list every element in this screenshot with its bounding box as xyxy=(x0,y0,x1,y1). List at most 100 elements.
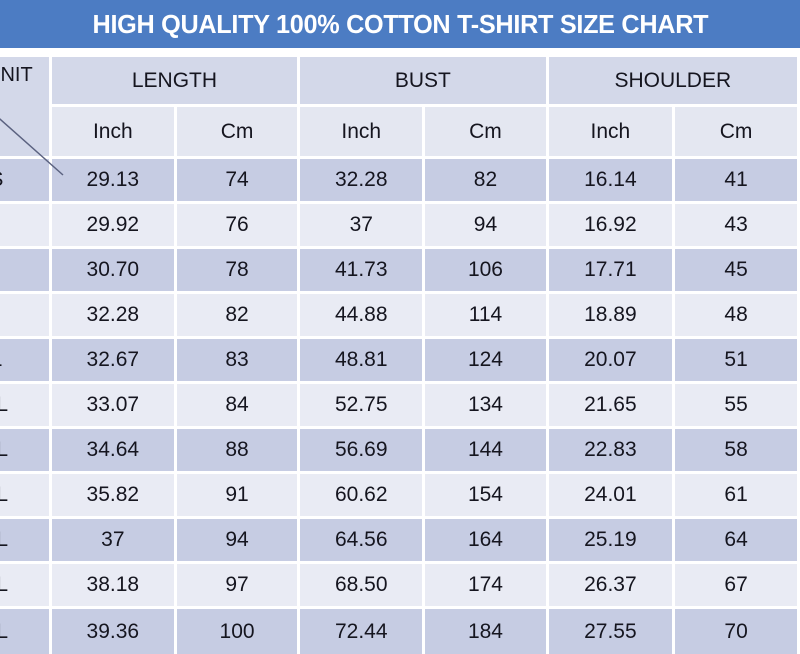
shoulder-cm-cell: 48 xyxy=(675,294,800,339)
table-row-7xl: 7XL 39.36 100 72.44 184 27.55 70 xyxy=(0,609,800,654)
bust-inch-cell: 56.69 xyxy=(300,429,426,474)
shoulder-inch-cell: 17.71 xyxy=(548,249,676,294)
group-header-row: UNIT LENGTH BUST SHOULDER xyxy=(0,57,800,159)
length-cm-cell: 94 xyxy=(176,519,301,564)
size-cell: M xyxy=(0,249,52,294)
unit-label: UNIT xyxy=(0,64,33,86)
length-cm-cell: 78 xyxy=(176,249,301,294)
bust-inch-cell: 64.56 xyxy=(300,519,426,564)
shoulder-inch-cell: 27.55 xyxy=(548,609,676,654)
length-inch-cell: 30.70 xyxy=(51,249,177,294)
bust-inch-cell: 48.81 xyxy=(300,339,426,384)
length-inch-cell: 29.13 xyxy=(51,159,177,204)
size-cell: 2XL xyxy=(0,384,52,429)
bust-inch-cell: 37 xyxy=(300,204,426,249)
size-cell: 3XL xyxy=(0,429,52,474)
length-cm-cell: 88 xyxy=(176,429,301,474)
shoulder-inch-cell: 21.65 xyxy=(548,384,676,429)
page-title: HIGH QUALITY 100% COTTON T-SHIRT SIZE CH… xyxy=(92,8,708,39)
size-cell: 6XL xyxy=(0,564,52,609)
unit-header-row: Inch Cm Inch Cm Inch Cm xyxy=(0,107,800,159)
shoulder-cm-cell: 45 xyxy=(675,249,800,294)
bust-inch-cell: 41.73 xyxy=(300,249,426,294)
length-cm-cell: 82 xyxy=(176,294,301,339)
bust-cm-cell: 106 xyxy=(425,249,549,294)
bust-inch-cell: 68.50 xyxy=(300,564,426,609)
bust-cm-cell: 114 xyxy=(425,294,549,339)
length-cm-cell: 83 xyxy=(176,339,301,384)
subheader-bust-cm: Cm xyxy=(425,107,549,159)
shoulder-cm-cell: 43 xyxy=(675,204,800,249)
length-inch-cell: 29.92 xyxy=(51,204,177,249)
shoulder-inch-cell: 25.19 xyxy=(548,519,676,564)
bust-inch-cell: 60.62 xyxy=(300,474,426,519)
table-row-5xl: 5XL 37 94 64.56 164 25.19 64 xyxy=(0,519,800,564)
subheader-bust-inch: Inch xyxy=(300,107,426,159)
subheader-length-inch: Inch xyxy=(51,107,177,159)
shoulder-cm-cell: 51 xyxy=(675,339,800,384)
table-row-xl: XL 32.67 83 48.81 124 20.07 51 xyxy=(0,339,800,384)
bust-cm-cell: 124 xyxy=(425,339,549,384)
shoulder-inch-cell: 26.37 xyxy=(548,564,676,609)
length-cm-cell: 91 xyxy=(176,474,301,519)
bust-cm-cell: 154 xyxy=(425,474,549,519)
bust-cm-cell: 134 xyxy=(425,384,549,429)
length-cm-cell: 100 xyxy=(176,609,301,654)
bust-inch-cell: 72.44 xyxy=(300,609,426,654)
length-inch-cell: 32.67 xyxy=(51,339,177,384)
title-banner: HIGH QUALITY 100% COTTON T-SHIRT SIZE CH… xyxy=(0,0,800,48)
length-cm-cell: 76 xyxy=(176,204,301,249)
size-cell: S xyxy=(0,204,52,249)
table-row-6xl: 6XL 38.18 97 68.50 174 26.37 67 xyxy=(0,564,800,609)
bust-inch-cell: 52.75 xyxy=(300,384,426,429)
size-chart-table: UNIT LENGTH BUST SHOULDER Inch Cm Inch C… xyxy=(0,57,800,654)
bust-inch-cell: 32.28 xyxy=(300,159,426,204)
size-cell: L xyxy=(0,294,52,339)
length-inch-cell: 37 xyxy=(51,519,177,564)
bust-inch-cell: 44.88 xyxy=(300,294,426,339)
bust-cm-cell: 164 xyxy=(425,519,549,564)
shoulder-cm-cell: 70 xyxy=(675,609,800,654)
group-header-shoulder: SHOULDER xyxy=(548,57,800,107)
size-cell: 7XL xyxy=(0,609,52,654)
subheader-length-cm: Cm xyxy=(176,107,301,159)
corner-cell: UNIT xyxy=(0,57,52,159)
size-cell: XL xyxy=(0,339,52,384)
bust-cm-cell: 94 xyxy=(425,204,549,249)
shoulder-cm-cell: 67 xyxy=(675,564,800,609)
length-cm-cell: 74 xyxy=(176,159,301,204)
length-cm-cell: 84 xyxy=(176,384,301,429)
table-row-m: M 30.70 78 41.73 106 17.71 45 xyxy=(0,249,800,294)
bust-cm-cell: 82 xyxy=(425,159,549,204)
group-header-bust: BUST xyxy=(300,57,549,107)
length-inch-cell: 39.36 xyxy=(51,609,177,654)
length-inch-cell: 35.82 xyxy=(51,474,177,519)
table-row-s: S 29.92 76 37 94 16.92 43 xyxy=(0,204,800,249)
shoulder-inch-cell: 22.83 xyxy=(548,429,676,474)
shoulder-inch-cell: 18.89 xyxy=(548,294,676,339)
size-chart-table-container: UNIT LENGTH BUST SHOULDER Inch Cm Inch C… xyxy=(0,57,800,654)
length-cm-cell: 97 xyxy=(176,564,301,609)
table-row-4xl: 4XL 35.82 91 60.62 154 24.01 61 xyxy=(0,474,800,519)
subheader-shoulder-inch: Inch xyxy=(548,107,676,159)
size-cell: XS xyxy=(0,159,52,204)
length-inch-cell: 34.64 xyxy=(51,429,177,474)
table-row-2xl: 2XL 33.07 84 52.75 134 21.65 55 xyxy=(0,384,800,429)
subheader-shoulder-cm: Cm xyxy=(675,107,800,159)
bust-cm-cell: 174 xyxy=(425,564,549,609)
shoulder-cm-cell: 58 xyxy=(675,429,800,474)
table-row-l: L 32.28 82 44.88 114 18.89 48 xyxy=(0,294,800,339)
size-cell: 4XL xyxy=(0,474,52,519)
length-inch-cell: 38.18 xyxy=(51,564,177,609)
shoulder-inch-cell: 20.07 xyxy=(548,339,676,384)
shoulder-cm-cell: 64 xyxy=(675,519,800,564)
size-cell: 5XL xyxy=(0,519,52,564)
length-inch-cell: 32.28 xyxy=(51,294,177,339)
group-header-length: LENGTH xyxy=(51,57,301,107)
table-row-xs: XS 29.13 74 32.28 82 16.14 41 xyxy=(0,159,800,204)
shoulder-inch-cell: 24.01 xyxy=(548,474,676,519)
shoulder-inch-cell: 16.14 xyxy=(548,159,676,204)
shoulder-inch-cell: 16.92 xyxy=(548,204,676,249)
shoulder-cm-cell: 41 xyxy=(675,159,800,204)
